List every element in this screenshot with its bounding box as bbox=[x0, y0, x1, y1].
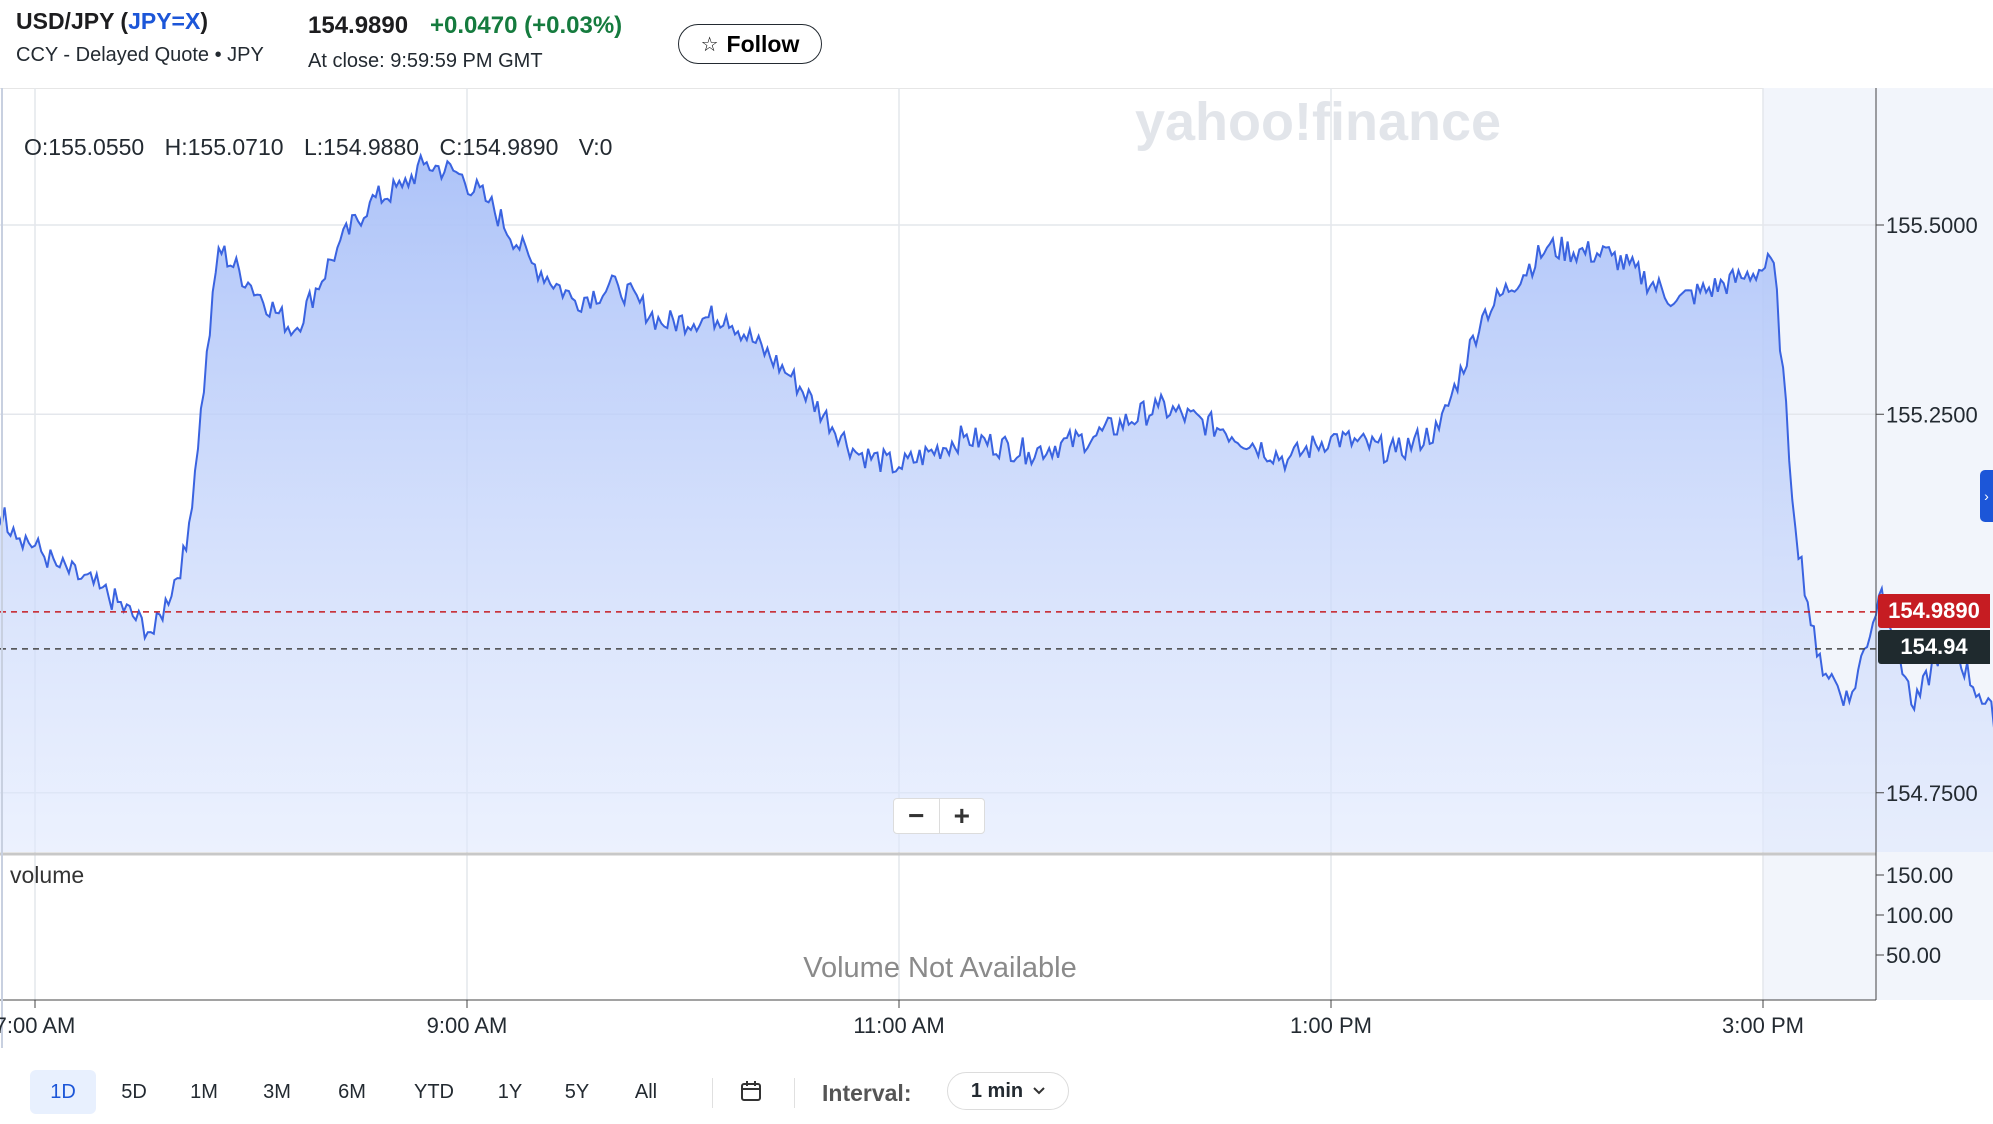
x-tick-label: 7:00 AM bbox=[0, 1013, 75, 1038]
price-line bbox=[0, 152, 1993, 728]
interval-label: Interval: bbox=[822, 1080, 912, 1106]
ohlc-readout: O:155.0550 H:155.0710 L:154.9880 C:154.9… bbox=[24, 134, 626, 161]
volume-tick-label: 100.00 bbox=[1886, 903, 1953, 928]
pair-name: USD/JPY bbox=[16, 8, 115, 34]
y-tick-label: 155.5000 bbox=[1886, 213, 1978, 238]
interval-value: 1 min bbox=[970, 1079, 1024, 1102]
change-value: +0.0470 bbox=[430, 12, 518, 39]
volume-axis: 150.00 100.00 50.00 bbox=[1876, 863, 1953, 968]
follow-label: Follow bbox=[726, 30, 800, 57]
ticker-link[interactable]: JPY=X bbox=[128, 8, 201, 34]
paren-open: ( bbox=[120, 8, 129, 34]
range-1d-button[interactable]: 1D bbox=[30, 1070, 96, 1114]
range-6m-button[interactable]: 6M bbox=[338, 1080, 366, 1103]
range-5y-button[interactable]: 5Y bbox=[564, 1080, 590, 1103]
chevron-down-icon bbox=[1033, 1087, 1045, 1095]
paren-close: ) bbox=[200, 8, 208, 34]
zoom-out-button[interactable]: − bbox=[894, 799, 940, 833]
y-tick-label: 154.7500 bbox=[1886, 781, 1978, 806]
price-change: +0.0470 (+0.03%) bbox=[430, 12, 622, 40]
current-price: 154.9890 bbox=[308, 12, 409, 39]
prev-close-badge: 154.94 bbox=[1878, 630, 1990, 664]
range-toolbar: 1D 5D 1M 3M 6M YTD 1Y 5Y All Interval: 1… bbox=[0, 1070, 1993, 1120]
last-price-badge: 154.9890 bbox=[1878, 594, 1990, 628]
ohlc-volume: V:0 bbox=[578, 134, 613, 160]
volume-label: volume bbox=[10, 862, 85, 888]
change-percent: (+0.03%) bbox=[524, 12, 623, 39]
quote-subtitle: CCY - Delayed Quote • JPY bbox=[16, 44, 264, 66]
quote-header: USD/JPY (JPY=X) CCY - Delayed Quote • JP… bbox=[0, 0, 1993, 89]
expand-panel-chevron-icon[interactable]: › bbox=[1980, 470, 1993, 522]
symbol-title: USD/JPY (JPY=X) bbox=[16, 8, 208, 35]
range-1m-button[interactable]: 1M bbox=[190, 1080, 218, 1103]
star-icon: ☆ bbox=[700, 33, 719, 56]
toolbar-divider bbox=[794, 1078, 795, 1108]
x-tick-label: 3:00 PM bbox=[1722, 1013, 1804, 1038]
ohlc-close: C:154.9890 bbox=[439, 134, 559, 160]
x-tick-label: 9:00 AM bbox=[427, 1013, 508, 1038]
ohlc-low: L:154.9880 bbox=[303, 134, 420, 160]
range-all-button[interactable]: All bbox=[634, 1080, 658, 1103]
close-time: At close: 9:59:59 PM GMT bbox=[308, 50, 543, 72]
x-tick-label: 11:00 AM bbox=[853, 1013, 944, 1038]
price-chart[interactable]: yahoo!finance 155.5000 155.2500 154.7500 7… bbox=[0, 88, 1993, 1048]
range-1y-button[interactable]: 1Y bbox=[497, 1080, 523, 1103]
range-5d-button[interactable]: 5D bbox=[121, 1080, 147, 1103]
volume-tick-label: 150.00 bbox=[1886, 863, 1953, 888]
interval-select[interactable]: 1 min bbox=[947, 1072, 1069, 1110]
volume-tick-label: 50.00 bbox=[1886, 943, 1941, 968]
follow-button[interactable]: ☆ Follow bbox=[678, 24, 822, 64]
zoom-controls: − + bbox=[893, 798, 985, 834]
zoom-in-button[interactable]: + bbox=[953, 800, 970, 831]
toolbar-divider bbox=[712, 1078, 713, 1108]
calendar-icon[interactable] bbox=[738, 1078, 764, 1104]
watermark: yahoo!finance bbox=[1135, 92, 1501, 152]
ohlc-open: O:155.0550 bbox=[24, 134, 145, 160]
range-ytd-button[interactable]: YTD bbox=[414, 1080, 454, 1103]
y-tick-label: 155.2500 bbox=[1886, 402, 1978, 427]
range-3m-button[interactable]: 3M bbox=[263, 1080, 291, 1103]
price-area bbox=[0, 155, 1993, 852]
volume-not-available: Volume Not Available bbox=[803, 952, 1077, 984]
ohlc-high: H:155.0710 bbox=[164, 134, 284, 160]
x-tick-label: 1:00 PM bbox=[1290, 1013, 1372, 1038]
